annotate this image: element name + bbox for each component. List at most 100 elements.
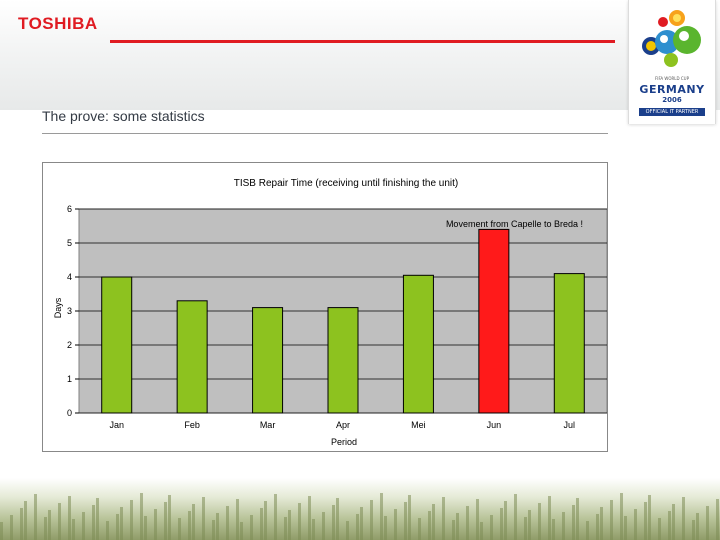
header-red-rule — [110, 40, 615, 43]
grass-blade — [380, 493, 383, 540]
x-tick-label: Apr — [336, 420, 350, 430]
grass-blade — [476, 499, 479, 540]
grass-blade — [692, 520, 695, 540]
grass-blade — [706, 506, 709, 540]
grass-blade — [428, 511, 431, 540]
grass-blade — [212, 520, 215, 540]
grass-blade — [624, 516, 627, 540]
world-cup-emblem-icon — [642, 10, 701, 67]
grass-blade — [394, 509, 397, 540]
bar — [101, 276, 133, 414]
grass-blade — [442, 497, 445, 540]
x-tick-label: Jul — [564, 420, 576, 430]
grass-blade — [308, 496, 311, 540]
grass-blade — [164, 502, 167, 540]
grass-blade — [648, 495, 651, 540]
y-tick-label: 6 — [67, 204, 72, 214]
grass-blade — [480, 522, 483, 540]
grass-blade — [260, 508, 263, 540]
grass-blade — [106, 521, 109, 540]
grass-blade — [82, 512, 85, 540]
world-cup-badge: FIFA WORLD CUP GERMANY 2006 OFFICIAL IT … — [628, 0, 716, 124]
grass-blade — [500, 508, 503, 540]
toshiba-logo: TOSHIBA — [18, 14, 98, 33]
grass-blade — [250, 515, 253, 540]
x-tick-label: Jan — [109, 420, 124, 430]
grass-blade — [188, 511, 191, 540]
grass-blade — [360, 507, 363, 540]
title-divider — [42, 133, 608, 134]
grass-blade — [466, 506, 469, 540]
header-band — [0, 0, 720, 110]
badge-line4: OFFICIAL IT PARTNER — [639, 108, 705, 116]
grass-blade — [58, 503, 61, 540]
grass-blade — [240, 522, 243, 540]
x-tick-label: Feb — [184, 420, 200, 430]
grass-blade — [130, 500, 133, 540]
grass-blade — [404, 502, 407, 540]
grass-blade — [346, 521, 349, 540]
grass-blade — [716, 499, 719, 540]
y-tick-label: 0 — [67, 408, 72, 418]
grass-blade — [140, 493, 143, 540]
bar — [553, 273, 585, 414]
grass-blade — [264, 501, 267, 540]
grass-blade — [144, 516, 147, 540]
grass-blade — [370, 500, 373, 540]
grass-blade — [524, 517, 527, 540]
grass-blade — [432, 504, 435, 540]
grass-blade — [226, 506, 229, 540]
grass-blade — [620, 493, 623, 540]
grass-blade — [548, 496, 551, 540]
grass-blade — [116, 514, 119, 540]
grass-blade — [96, 498, 99, 540]
badge-line3: 2006 — [662, 96, 682, 104]
grass-blade — [92, 505, 95, 540]
y-tick-label: 1 — [67, 374, 72, 384]
bar-chart: TISB Repair Time (receiving until finish… — [53, 178, 608, 447]
bar — [327, 307, 359, 414]
grass-blade — [274, 494, 277, 540]
grass-footer — [0, 478, 720, 540]
grass-blade — [10, 515, 13, 540]
badge-line1: FIFA WORLD CUP — [654, 76, 690, 81]
grass-blade — [44, 517, 47, 540]
grass-blade — [634, 509, 637, 540]
y-tick-label: 5 — [67, 238, 72, 248]
grass-blade — [672, 504, 675, 540]
grass-blade — [68, 496, 71, 540]
chart-title: TISB Repair Time (receiving until finish… — [234, 178, 459, 189]
grass-blade — [682, 497, 685, 540]
grass-blade — [312, 519, 315, 540]
grass-blade — [336, 498, 339, 540]
bar — [252, 307, 284, 414]
x-tick-label: Mei — [411, 420, 426, 430]
grass-blade — [644, 502, 647, 540]
grass-blade — [696, 513, 699, 540]
y-tick-label: 2 — [67, 340, 72, 350]
badge-line2: GERMANY — [639, 83, 705, 96]
grass-blade — [552, 519, 555, 540]
grass-blade — [610, 500, 613, 540]
grass-blade — [178, 518, 181, 540]
grass-blade — [216, 513, 219, 540]
chart-container: TISB Repair Time (receiving until finish… — [42, 162, 608, 452]
x-axis-label: Period — [331, 437, 357, 447]
grass-blade — [168, 495, 171, 540]
grass-blade — [72, 519, 75, 540]
grass-blade — [322, 512, 325, 540]
grass-blade — [514, 494, 517, 540]
grass-blade — [298, 503, 301, 540]
grass-blade — [408, 495, 411, 540]
grass-blade — [120, 507, 123, 540]
grass-blade — [586, 521, 589, 540]
y-axis-label: Days — [53, 297, 63, 318]
bar — [176, 300, 208, 414]
grass-blade — [24, 501, 27, 540]
x-tick-label: Jun — [487, 420, 502, 430]
grass-blade — [576, 498, 579, 540]
y-tick-label: 4 — [67, 272, 72, 282]
grass-blade — [562, 512, 565, 540]
grass-blade — [572, 505, 575, 540]
grass-blade — [528, 510, 531, 540]
